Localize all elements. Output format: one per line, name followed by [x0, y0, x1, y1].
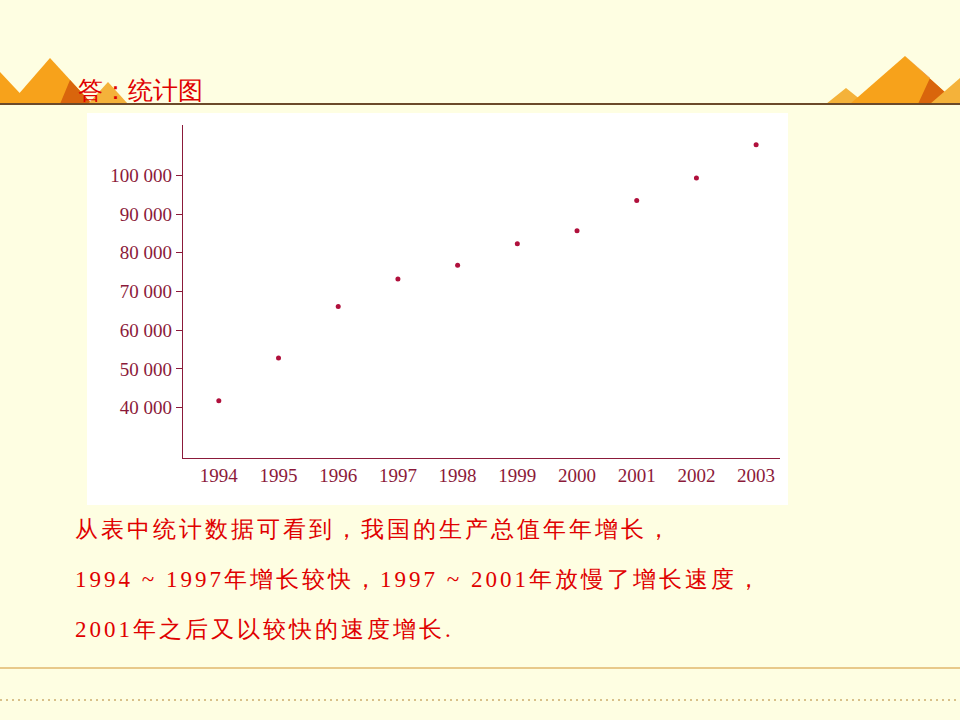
html-text:从表中统计数据可看到，我国的生产总值年年增长，: 从表中统计数据可看到，我国的生产总值年年增长，	[75, 517, 673, 542]
svg-text:50 000: 50 000	[120, 359, 172, 380]
svg-text:2003: 2003	[737, 465, 775, 486]
svg-text:1995: 1995	[260, 465, 298, 486]
svg-text:2002: 2002	[677, 465, 715, 486]
svg-text:2000: 2000	[558, 465, 596, 486]
html-text:2001年之后又以较快的速度增长.: 2001年之后又以较快的速度增长.	[75, 617, 454, 642]
html-text:答：统计图: 答：统计图	[78, 76, 203, 105]
svg-text:1994: 1994	[200, 465, 239, 486]
html-text:1994 ~ 1997年增长较快，1997 ~ 2001年放: 1994 ~ 1997年增长较快，1997 ~ 2001年放慢了增长速度，	[75, 567, 763, 592]
svg-text:60 000: 60 000	[120, 320, 172, 341]
svg-text:1997: 1997	[379, 465, 417, 486]
svg-text:1996: 1996	[319, 465, 357, 486]
svg-text:70 000: 70 000	[120, 281, 172, 302]
svg-text:1999: 1999	[498, 465, 536, 486]
svg-text:100 000: 100 000	[110, 165, 172, 186]
svg-text:40 000: 40 000	[120, 397, 172, 418]
svg-text:90 000: 90 000	[120, 204, 172, 225]
svg-text:80 000: 80 000	[120, 242, 172, 263]
svg-text:2001: 2001	[618, 465, 656, 486]
svg-text:1998: 1998	[439, 465, 477, 486]
